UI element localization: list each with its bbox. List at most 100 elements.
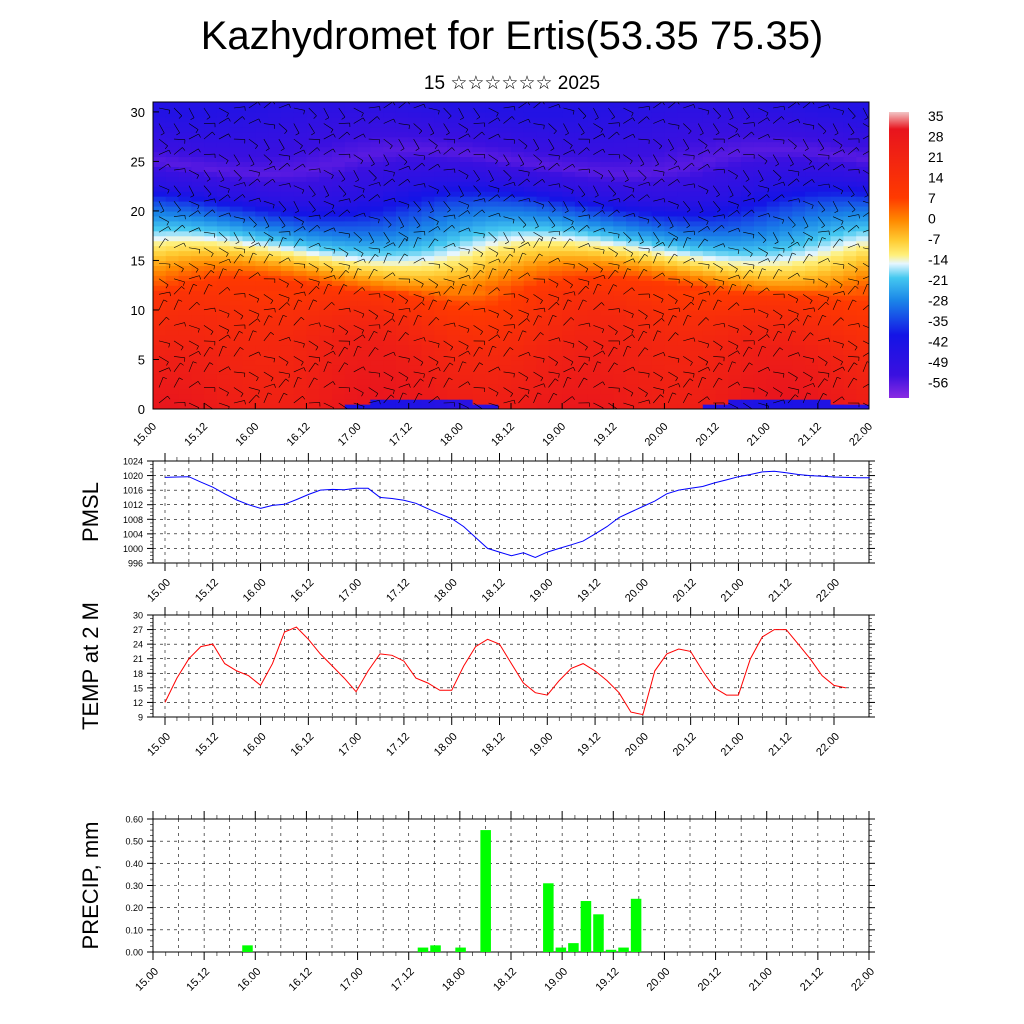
- heatmap-cell: [600, 280, 614, 286]
- heatmap-cell: [395, 334, 410, 341]
- wind-barb: [443, 362, 451, 373]
- heatmap-cell: [165, 354, 180, 361]
- heatmap-cell: [178, 280, 192, 286]
- heatmap-cell: [498, 344, 512, 351]
- heatmap-cell: [395, 280, 410, 286]
- heatmap-cell: [779, 171, 793, 177]
- heatmap-cell: [383, 309, 397, 316]
- heatmap-cell: [779, 339, 793, 346]
- heatmap-cell: [664, 126, 678, 133]
- wind-barb-feather: [227, 334, 231, 339]
- wind-barb-feather: [632, 133, 636, 138]
- heatmap-cell: [702, 399, 717, 405]
- heatmap-cell: [536, 339, 550, 346]
- heatmap-cell: [613, 141, 627, 148]
- heatmap-cell: [242, 354, 256, 361]
- heatmap-cell: [856, 121, 869, 128]
- heatmap-cell: [805, 106, 819, 113]
- wind-barb-feather: [584, 362, 589, 366]
- wind-barb: [308, 340, 319, 348]
- heatmap-cell: [779, 285, 793, 291]
- wind-barb-feather: [224, 239, 228, 243]
- wind-barb-feather: [304, 291, 306, 296]
- heatmap-cell: [523, 106, 538, 113]
- wind-barbs: [158, 102, 869, 409]
- heatmap-cell: [395, 215, 410, 222]
- heatmap-cell: [549, 171, 563, 177]
- heatmap-cell: [447, 205, 461, 212]
- heatmap-cell: [856, 280, 869, 286]
- heatmap-cell: [651, 295, 666, 301]
- heatmap-cell: [229, 166, 244, 172]
- heatmap-cell: [511, 230, 525, 237]
- wind-barb-feather: [198, 249, 201, 254]
- heatmap-cell: [664, 250, 678, 257]
- heatmap-cell: [715, 220, 729, 227]
- heatmap-cell: [268, 126, 282, 133]
- heatmap-cell: [485, 230, 499, 237]
- heatmap-cell: [165, 111, 180, 118]
- heatmap-cell: [549, 314, 563, 321]
- heatmap-cell: [216, 111, 231, 118]
- wind-barb-feather: [614, 362, 618, 366]
- heatmap-cell: [574, 210, 589, 217]
- heatmap-cell: [690, 295, 704, 301]
- wind-barb: [683, 183, 695, 186]
- heatmap-cell: [664, 404, 678, 409]
- heatmap-cell: [447, 131, 461, 138]
- heatmap-cell: [255, 295, 269, 301]
- heatmap-cell: [153, 404, 167, 409]
- heatmap-cell: [536, 369, 550, 375]
- heatmap-cell: [178, 379, 192, 385]
- heatmap-cell: [165, 250, 180, 257]
- heatmap-cell: [306, 399, 320, 405]
- heatmap-cell: [728, 270, 742, 276]
- heatmap-cell: [664, 245, 678, 252]
- heatmap-cell: [715, 181, 729, 187]
- heatmap-cell: [319, 161, 333, 167]
- heatmap-cell: [600, 329, 614, 336]
- wind-barb: [248, 294, 259, 300]
- heatmap-cell: [574, 181, 589, 187]
- wind-barb: [653, 309, 664, 315]
- heatmap-cell: [779, 181, 793, 187]
- heatmap-cell: [383, 171, 397, 177]
- heatmap-cell: [715, 245, 729, 252]
- heatmap-cell: [626, 300, 640, 306]
- heatmap-cell: [613, 220, 627, 227]
- wind-barb-feather: [160, 132, 165, 136]
- wind-barb: [488, 185, 500, 189]
- heatmap-cell: [447, 220, 461, 227]
- wind-barb: [578, 200, 586, 210]
- heatmap-cell: [293, 300, 308, 306]
- heatmap-cell: [383, 151, 397, 158]
- wind-barb-feather: [240, 254, 244, 257]
- heatmap-cell: [766, 176, 781, 182]
- heatmap-cell: [191, 166, 205, 172]
- wind-barb: [218, 107, 229, 114]
- heatmap-cell: [830, 379, 845, 385]
- wind-barb: [683, 216, 691, 226]
- heatmap-cell: [268, 384, 282, 390]
- heatmap-cell: [600, 260, 614, 267]
- heatmap-cell: [536, 255, 550, 262]
- heatmap-cell: [843, 156, 857, 163]
- heatmap-cell: [472, 156, 487, 163]
- heatmap-cell: [408, 131, 423, 138]
- heatmap-cell: [613, 235, 627, 242]
- heatmap-cell: [651, 201, 666, 207]
- heatmap-cell: [587, 334, 602, 341]
- heatmap-cell: [357, 171, 371, 177]
- heatmap-cell: [434, 399, 448, 405]
- heatmap-cell: [280, 176, 295, 182]
- heatmap-cell: [255, 235, 269, 242]
- heatmap-cell: [638, 349, 653, 356]
- wind-barb-feather: [451, 147, 455, 151]
- wind-barb: [263, 238, 271, 248]
- heatmap-cell: [498, 319, 512, 326]
- heatmap-cell: [485, 364, 499, 370]
- heatmap-cell: [587, 324, 602, 331]
- wind-barb: [697, 123, 704, 134]
- heatmap-cell: [830, 250, 845, 257]
- wind-barb: [383, 330, 389, 342]
